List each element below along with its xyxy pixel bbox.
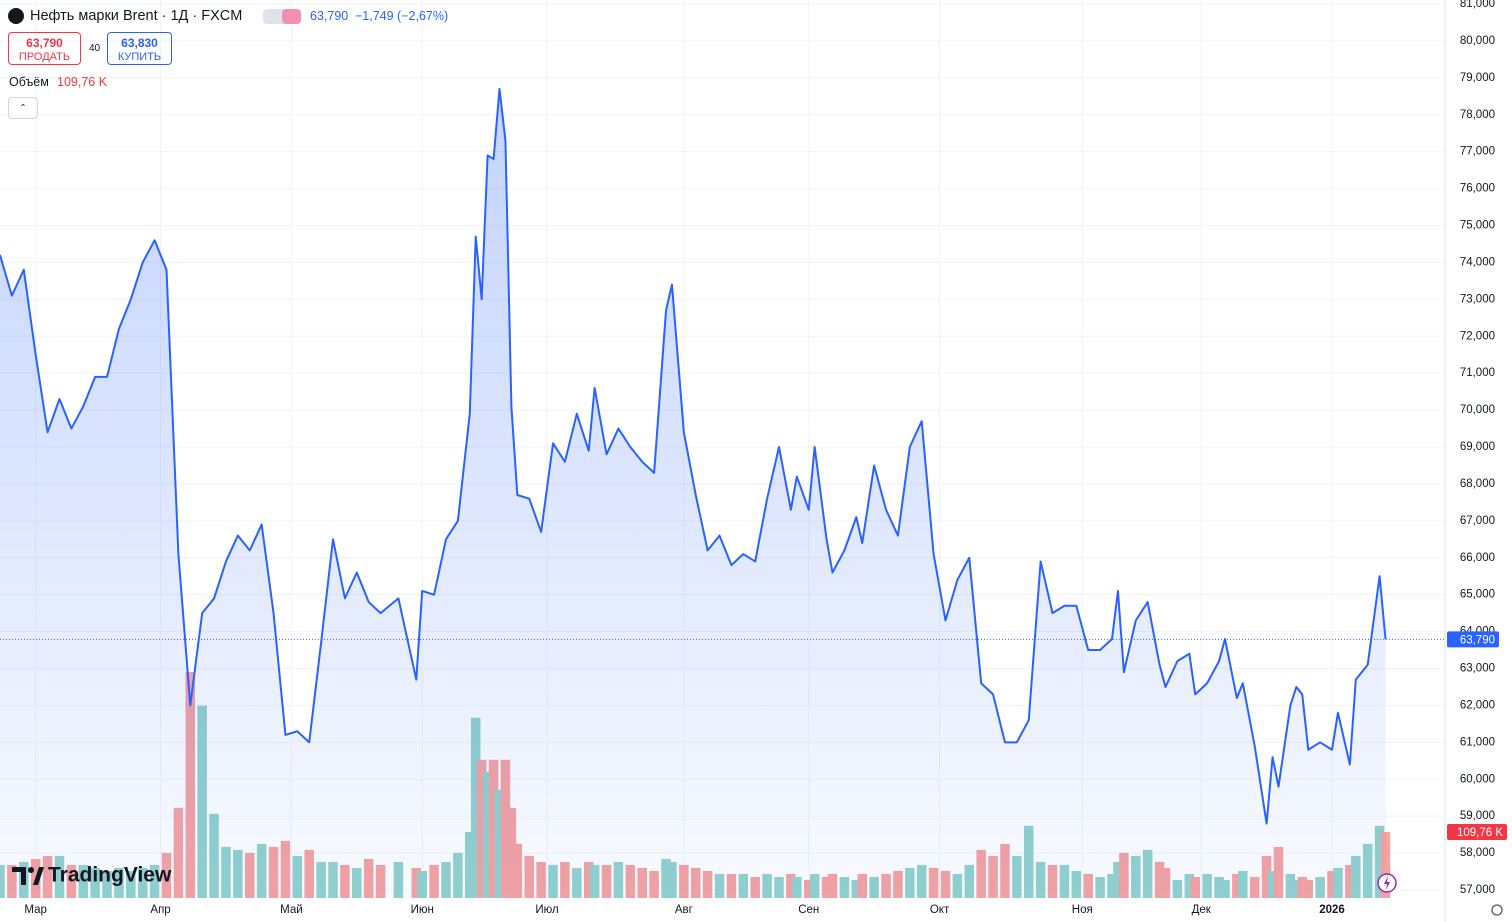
y-tick-label: 65,000: [1460, 589, 1495, 601]
last-price: 63,790: [310, 9, 349, 23]
x-tick-label: Апр: [150, 904, 170, 916]
y-tick-label: 57,000: [1460, 884, 1495, 896]
y-tick-label: 77,000: [1460, 146, 1495, 158]
volume-tag: [1447, 824, 1507, 841]
y-tick-label: 74,000: [1460, 256, 1495, 268]
x-tick-label: Мар: [24, 904, 47, 916]
last-price-label: 63,790: [1460, 634, 1495, 646]
y-tick-label: 58,000: [1460, 847, 1495, 859]
y-tick-label: 79,000: [1460, 72, 1495, 84]
x-tick-label: Сен: [798, 904, 819, 916]
y-tick-label: 66,000: [1460, 552, 1495, 564]
y-tick-label: 71,000: [1460, 367, 1495, 379]
alert-bolt: [1384, 876, 1390, 890]
buy-label: КУПИТЬ: [117, 51, 162, 63]
settings-icon[interactable]: [1491, 904, 1503, 916]
x-tick-label: Июл: [535, 904, 558, 916]
volume-tag-label: 109,76 K: [1457, 827, 1503, 839]
price-line: [0, 87, 1387, 825]
y-tick-label: 78,000: [1460, 109, 1495, 121]
symbol[interactable]: Нефть марки Brent · 1Д · FXCM: [30, 8, 243, 24]
y-tick-label: 75,000: [1460, 220, 1495, 232]
sell-button[interactable]: 63,790 ПРОДАТЬ: [8, 32, 81, 65]
logo: TradingView: [48, 864, 172, 887]
spread: 40: [89, 43, 101, 54]
y-tick-label: 81,000: [1460, 0, 1495, 10]
volume-label: Объём: [9, 75, 49, 89]
buy-price: 63,830: [121, 36, 158, 50]
buy-button[interactable]: 63,830 КУПИТЬ: [107, 32, 172, 65]
y-tick-label: 70,000: [1460, 404, 1495, 416]
y-tick-label: 80,000: [1460, 35, 1495, 47]
x-tick-label: Май: [280, 904, 303, 916]
y-tick-label: 59,000: [1460, 810, 1495, 822]
volume-value: 109,76 K: [57, 75, 108, 89]
area-fill: [0, 88, 1386, 899]
x-tick-label: Авг: [675, 904, 693, 916]
collapse-button[interactable]: ˆ: [8, 97, 38, 119]
x-tick-label: 2026: [1319, 904, 1345, 916]
y-tick-label: 60,000: [1460, 773, 1495, 785]
x-tick-label: Дек: [1192, 904, 1212, 916]
y-tick-label: 62,000: [1460, 699, 1495, 711]
y-tick-label: 68,000: [1460, 478, 1495, 490]
y-tick-label: 69,000: [1460, 441, 1495, 453]
price-change: −1,749 (−2,67%): [355, 9, 449, 23]
symbol-icon: [8, 8, 24, 24]
y-tick-label: 76,000: [1460, 183, 1495, 195]
y-tick-label: 72,000: [1460, 330, 1495, 342]
sell-price: 63,790: [26, 36, 63, 50]
status-pill: [263, 9, 301, 24]
last-price-tag: [1447, 631, 1499, 648]
logo-icon: [12, 867, 44, 885]
sell-label: ПРОДАТЬ: [18, 51, 71, 63]
x-tick-label: Ноя: [1072, 904, 1093, 916]
x-tick-label: Июн: [411, 904, 434, 916]
y-tick-label: 63,000: [1460, 663, 1495, 675]
y-tick-label: 67,000: [1460, 515, 1495, 527]
x-tick-label: Окт: [930, 904, 950, 916]
y-tick-label: 73,000: [1460, 293, 1495, 305]
y-tick-label: 61,000: [1460, 736, 1495, 748]
